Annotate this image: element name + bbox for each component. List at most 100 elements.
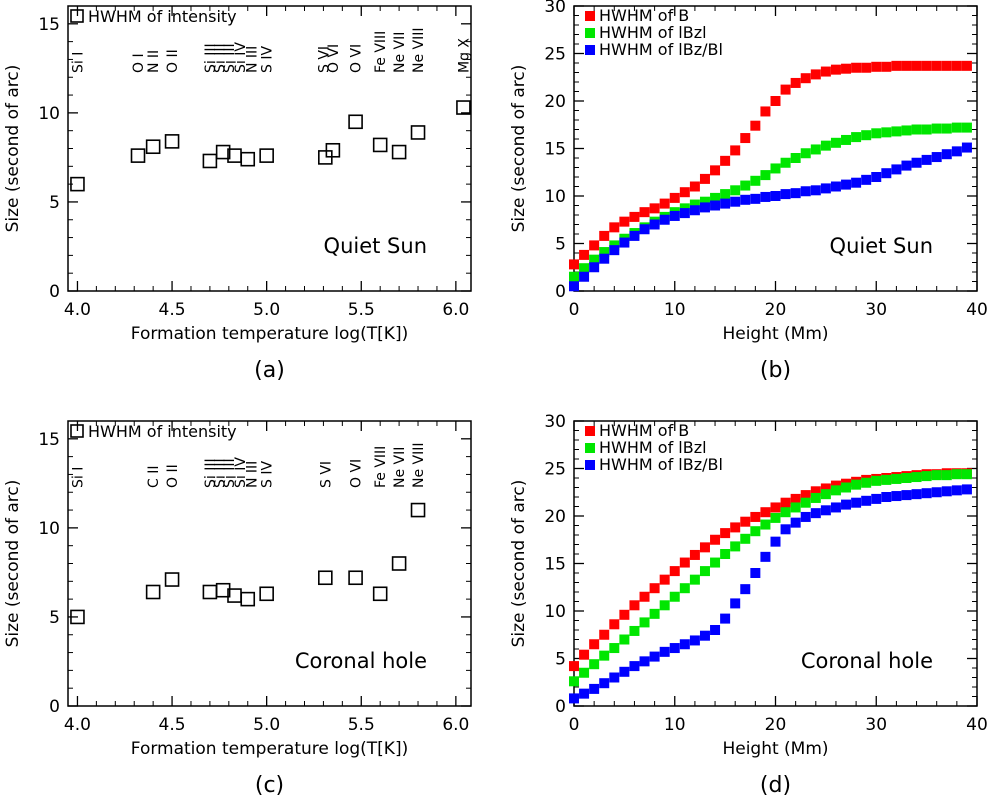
data-point [951, 122, 962, 133]
data-point [689, 205, 700, 216]
data-point [609, 672, 620, 683]
data-point [579, 667, 590, 678]
data-point [689, 574, 700, 585]
data-point [710, 192, 721, 203]
data-point [841, 63, 852, 74]
x-tick-label: 10 [664, 300, 686, 320]
data-point [941, 60, 952, 71]
data-point [961, 142, 972, 153]
data-point [871, 61, 882, 72]
data-point [750, 193, 761, 204]
data-point [639, 224, 650, 235]
ion-label: N II [146, 50, 162, 73]
ion-label: Mg X [456, 38, 472, 73]
data-point [750, 526, 761, 537]
data-point [921, 488, 932, 499]
legend-marker [585, 28, 595, 38]
data-point [830, 485, 841, 496]
series-2 [569, 469, 972, 687]
data-point [659, 198, 670, 209]
data-point [720, 198, 731, 209]
data-point [619, 666, 630, 677]
series-3 [569, 142, 972, 292]
legend-label: HWHM of intensity [88, 422, 237, 441]
ion-label: S IV [260, 46, 276, 73]
data-point [780, 507, 791, 518]
data-point [619, 634, 630, 645]
data-point [689, 199, 700, 210]
y-tick-label: 15 [544, 555, 566, 575]
data-point [810, 185, 821, 196]
data-point [348, 114, 363, 130]
data-point [215, 144, 231, 160]
y-tick-label: 30 [544, 412, 566, 432]
data-point [760, 106, 771, 117]
data-point [800, 490, 811, 501]
data-point [639, 591, 650, 602]
data-point [145, 584, 161, 600]
data-point [579, 271, 590, 282]
x-tick-label: 5.5 [348, 715, 375, 735]
data-point [740, 194, 751, 205]
data-point [750, 120, 761, 131]
data-point [941, 486, 952, 497]
y-tick-label: 0 [555, 282, 566, 302]
data-point [891, 164, 902, 175]
legend-label: HWHM of lBz/Bl [599, 455, 723, 474]
y-axis-label: Size (second of arc) [509, 65, 529, 233]
x-tick-label: 20 [765, 300, 787, 320]
panel-caption: (d) [760, 773, 791, 795]
data-point [259, 148, 274, 163]
data-point [679, 187, 690, 198]
data-point [589, 262, 600, 273]
data-point [720, 613, 731, 624]
data-point [891, 60, 902, 71]
data-point [619, 237, 630, 248]
data-point [730, 145, 741, 156]
data-point [730, 522, 741, 533]
ion-label: N III [245, 46, 261, 73]
data-point [820, 66, 831, 77]
data-point [830, 502, 841, 513]
data-point [202, 584, 218, 600]
legend-marker [70, 424, 84, 438]
ion-label: Si III [212, 458, 228, 488]
y-tick-label: 10 [544, 187, 566, 207]
data-point [609, 222, 620, 233]
data-point [760, 507, 771, 518]
legend-marker [70, 9, 84, 23]
data-point [569, 281, 579, 292]
data-point [164, 572, 180, 587]
data-point [70, 176, 85, 192]
y-axis-label: Size (second of arc) [509, 480, 529, 648]
data-point [901, 473, 912, 483]
data-point [669, 566, 680, 577]
ion-label: Fe VIII [373, 31, 389, 73]
data-point [891, 126, 902, 137]
data-point [599, 230, 610, 241]
ion-label: Fe VIII [373, 446, 389, 488]
data-point [740, 533, 751, 544]
data-point [629, 600, 640, 611]
legend-label: HWHM of B [599, 6, 689, 25]
y-tick-label: 5 [555, 235, 566, 255]
y-tick-label: 20 [544, 92, 566, 112]
data-point [941, 123, 952, 134]
y-tick-label: 25 [544, 45, 566, 65]
data-point [770, 163, 781, 174]
y-tick-label: 5 [49, 608, 60, 628]
panel-annotation: Coronal hole [801, 649, 933, 673]
ion-label: Ne VII [392, 447, 408, 488]
data-point [750, 175, 761, 186]
panel-caption: (c) [255, 773, 284, 795]
data-point [931, 470, 942, 481]
data-point [689, 549, 700, 560]
data-point [951, 469, 962, 480]
data-point [391, 556, 407, 571]
y-tick-label: 10 [544, 602, 566, 622]
data-point [951, 485, 962, 496]
data-point [609, 245, 620, 256]
data-point [941, 149, 952, 160]
ion-label: Ne VIII [411, 443, 427, 489]
data-point [669, 192, 680, 203]
